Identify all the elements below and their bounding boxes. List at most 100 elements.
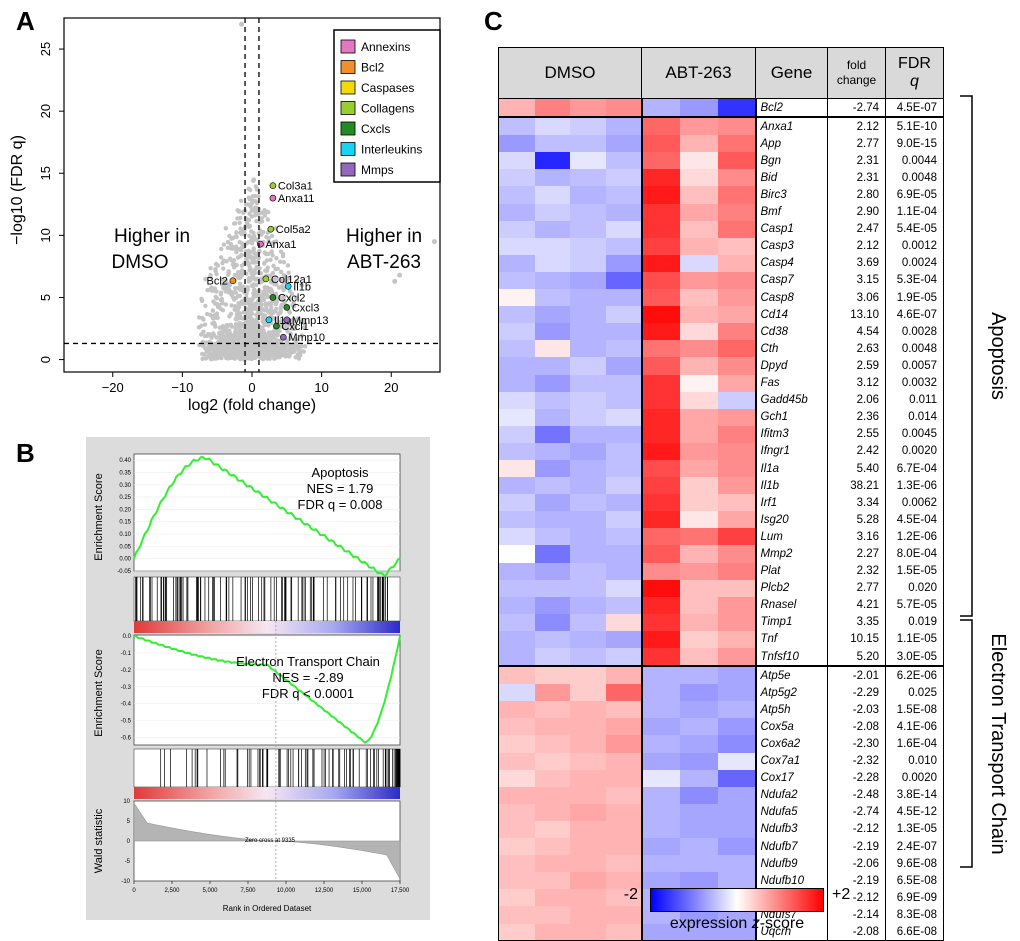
fdr-value: 5.4E-05 (885, 220, 944, 238)
fdr-value: 0.0044 (885, 152, 944, 170)
heatmap-cell (534, 613, 570, 631)
gene-label-col5a2: Col5a2 (276, 224, 311, 236)
legend-label-bcl2: Bcl2 (361, 61, 385, 75)
fold-change-value: -2.03 (827, 701, 886, 719)
heatmap-cell (679, 254, 718, 272)
gene-name: Plcb2 (755, 579, 828, 597)
heatmap-cell (534, 254, 570, 272)
heatmap-cell (534, 562, 570, 580)
rank-x-tick: 10,000 (277, 888, 296, 894)
heatmap-cell (534, 545, 570, 563)
legend-label-annexins: Annexins (361, 40, 410, 54)
fold-change-value: 5.40 (827, 459, 886, 478)
heatmap-row: Ndufb7 -2.19 2.4E-07 (498, 838, 944, 856)
heatmap-cell (679, 838, 718, 856)
gene-name: Mmp2 (755, 545, 828, 563)
heatmap-cell (641, 511, 680, 529)
heatmap-row: Ndufb3 -2.12 1.3E-05 (498, 820, 944, 839)
heatmap-cell (679, 545, 718, 563)
heatmap-cell (498, 391, 535, 409)
outlier-point (397, 272, 403, 278)
volcano-y-tick-label: 0 (38, 356, 53, 363)
gene-name: Anxa1 (755, 117, 828, 136)
heatmap-cell (679, 271, 718, 290)
heatmap-cell (717, 613, 757, 631)
fold-change-value: 3.69 (827, 254, 886, 272)
heatmap-cell (569, 477, 606, 495)
heatmap-cell (679, 152, 718, 170)
heatmap-cell (498, 769, 535, 787)
heatmap-cell (641, 374, 680, 392)
heatmap-cell (569, 838, 606, 856)
gene-name: Atp5h (755, 701, 828, 719)
heatmap-cell (641, 306, 680, 324)
volcano-x-tick-label: 20 (384, 380, 398, 395)
heatmap-cell (569, 271, 606, 290)
heatmap-cell (605, 630, 643, 648)
heatmap-cell (569, 340, 606, 358)
etc-fdr: FDR q < 0.0001 (262, 686, 354, 701)
heatmap-cell (679, 477, 718, 495)
gene-point-il1a (265, 316, 273, 324)
heatmap-cell (605, 889, 643, 907)
heatmap-cell (534, 701, 570, 719)
legend-swatch-annexins (340, 39, 356, 54)
heatmap-cell (679, 735, 718, 753)
heatmap-cell (569, 220, 606, 238)
heatmap-cell (498, 528, 535, 546)
gene-name: Fas (755, 374, 828, 392)
gene-name: Cd14 (755, 306, 828, 324)
heatmap-cell (641, 289, 680, 307)
gene-name: App (755, 135, 828, 153)
heatmap-cell (498, 666, 535, 685)
heatmap-cell (641, 442, 680, 460)
heatmap-cell (717, 117, 757, 136)
gene-point-col12a1 (262, 275, 270, 283)
fdr-value: 6.6E-08 (885, 923, 944, 941)
heatmap-cell (641, 340, 680, 358)
gene-name: Casp4 (755, 254, 828, 272)
heatmap-cell (717, 596, 757, 614)
fold-change-value: 2.31 (827, 169, 886, 187)
volcano-x-tick-label: 10 (314, 380, 328, 395)
fdr-value: 1.3E-05 (885, 820, 944, 839)
wald-y-tick: -5 (125, 859, 131, 865)
heatmap-cell (569, 494, 606, 512)
legend-label-cxcls: Cxcls (361, 122, 390, 136)
fold-change-value: -2.01 (827, 666, 886, 685)
fold-change-value: 2.12 (827, 117, 886, 136)
gene-name: Bcl2 (755, 98, 828, 119)
fdr-value: 0.0032 (885, 374, 944, 392)
heatmap-cell (569, 579, 606, 597)
gene-name: Cox6a2 (755, 735, 828, 753)
heatmap-cell (679, 340, 718, 358)
panel-label-c: C (484, 6, 503, 36)
fold-change-value: -2.74 (827, 98, 886, 119)
heatmap-cell (498, 374, 535, 392)
fold-change-value: 3.16 (827, 528, 886, 546)
gene-name: Tnf (755, 630, 828, 648)
fold-change-value: -2.30 (827, 735, 886, 753)
heatmap-row: Fas 3.12 0.0032 (498, 374, 944, 392)
fold-change-value: 13.10 (827, 306, 886, 324)
heatmap-cell (641, 152, 680, 170)
heatmap-row: Casp8 3.06 1.9E-05 (498, 289, 944, 307)
heatmap-cell (641, 562, 680, 580)
rank-x-axis-label: Rank in Ordered Dataset (223, 904, 312, 913)
heatmap-cell (641, 357, 680, 375)
heatmap-cell (679, 237, 718, 255)
heatmap-cell (605, 169, 643, 187)
heatmap-cell (641, 648, 680, 668)
heatmap-cell (498, 271, 535, 290)
apoptosis-bracket (960, 95, 973, 617)
volcano-y-axis-label: −log10 (FDR q) (9, 135, 26, 245)
heatmap-cell (498, 803, 535, 821)
fdr-value: 3.8E-14 (885, 786, 944, 804)
heatmap-cell (679, 666, 718, 685)
gene-name: Atp5e (755, 666, 828, 685)
es1-y-tick: 0.40 (119, 458, 131, 464)
fold-change-value: 2.55 (827, 425, 886, 443)
gene-name: Birc3 (755, 186, 828, 204)
colorbar-min-label: -2 (623, 886, 638, 903)
fdr-value: 0.011 (885, 391, 944, 409)
